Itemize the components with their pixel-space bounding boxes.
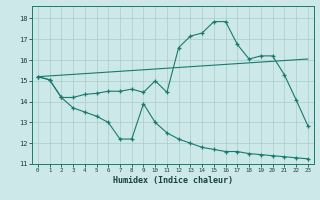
X-axis label: Humidex (Indice chaleur): Humidex (Indice chaleur) [113, 176, 233, 185]
